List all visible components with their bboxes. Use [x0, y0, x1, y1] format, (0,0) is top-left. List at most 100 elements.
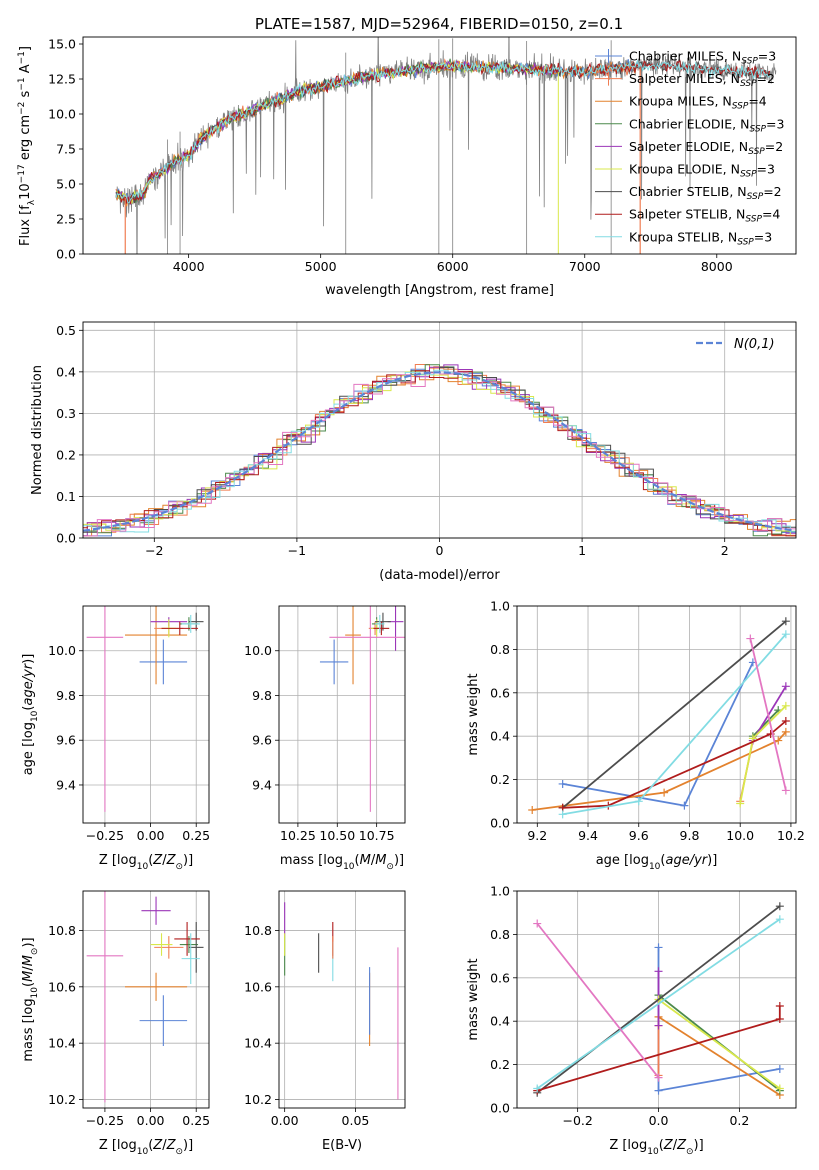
massweight_vs_z-frame: −0.2 0.0 0.2 0.0 0.2 0.4 0.6 0.8 1.0	[490, 884, 797, 1128]
age-vs-mass-x-label: mass [log10(M/M⊙)]	[280, 853, 404, 872]
weight-marker	[775, 915, 784, 924]
age_vs_z-points	[86, 606, 204, 812]
weight-marker	[781, 617, 790, 626]
y-tick-label: 0.2	[490, 772, 510, 787]
legend-label-value: =4	[762, 207, 780, 222]
weight-marker	[528, 805, 537, 814]
massweight_vs_z-x-label-part: ⊙	[686, 1147, 694, 1157]
x-tick-label: 0	[436, 543, 444, 558]
mass_vs_z-frame: −0.25 0.00 0.25 10.2 10.4 10.6 10.8	[48, 890, 210, 1128]
weight-line	[562, 720, 787, 809]
legend-label-sub: SSP	[740, 79, 757, 89]
age-vs-mass-x-label-part: /	[371, 853, 376, 868]
model-line-kroupa-elodie	[116, 60, 559, 205]
legend-label-value: =2	[757, 71, 775, 86]
histogram-salpeter-miles	[83, 364, 796, 537]
weight-marker	[533, 919, 542, 928]
spectrum-lines	[115, 37, 777, 254]
massweight_vs_z-x-label-part: Z	[676, 1138, 687, 1153]
weight-marker	[654, 1086, 663, 1095]
y-tick-label: 10.0	[48, 107, 76, 122]
legend-label-value: =3	[766, 116, 784, 131]
legend-label-main: Salpeter ELODIE, N	[629, 139, 748, 154]
mass_vs_z-points	[86, 891, 204, 1103]
age-vs-mass-x-label-part: ⊙	[386, 862, 394, 872]
mass-vs-z-y-label-part: 10	[30, 987, 40, 999]
x-tick-label: 10.75	[359, 828, 395, 843]
y-tick-label: 1.0	[490, 884, 510, 899]
legend-label-value: =3	[757, 162, 775, 177]
massweight_vs_age-frame: 9.2 9.4 9.6 9.8 10.0 10.2 0.0 0.2 0.4 0.6 0.8 1.0	[490, 599, 805, 844]
age-vs-mass-x-label-part: 10	[343, 862, 355, 872]
legend-label-main: Chabrier STELIB, N	[629, 184, 747, 199]
age-vs-z-x-label-part: 10	[137, 862, 149, 872]
mass-vs-z-x-label-part: 10	[137, 1147, 149, 1157]
mass-vs-z-y-label-part: /	[21, 966, 36, 971]
histogram-extra	[83, 371, 796, 537]
legend-label: Chabrier ELODIE, NSSP=3	[629, 116, 784, 134]
massweight_vs_z-x-label-part: (	[659, 1138, 664, 1153]
age-vs-z-y-label-part: age/yr	[21, 662, 36, 705]
legend-label-main: Chabrier ELODIE, N	[629, 116, 749, 131]
mass-vs-z-y-label-part: )]	[21, 937, 36, 947]
weight-line	[536, 922, 660, 1079]
y-tick-label: 0.0	[56, 531, 76, 546]
weight-line	[752, 709, 779, 737]
age-vs-z-x-label-part: (	[148, 853, 153, 868]
legend-label-sub: SSP	[747, 192, 764, 202]
legend-label-sub: SSP	[748, 147, 765, 157]
age-vs-z-x-label-part: /	[162, 853, 167, 868]
y-tick-label: 9.6	[56, 733, 76, 748]
weight-marker	[654, 943, 663, 952]
weight-marker	[781, 701, 790, 710]
weight-marker	[775, 1015, 784, 1024]
y-tick-label: 10.4	[48, 1036, 76, 1051]
y-tick-label: 9.6	[252, 733, 272, 748]
x-tick-label: 10.25	[280, 828, 316, 843]
y-tick-label: 9.4	[252, 777, 272, 792]
y-tick-label: 0.0	[56, 247, 76, 262]
x-tick-label: 0.05	[342, 1113, 370, 1128]
legend-label-main: Salpeter MILES, N	[629, 71, 740, 86]
age-vs-z-y-label-part: )]	[21, 654, 36, 664]
axes-frame	[516, 605, 797, 824]
normal-legend-label: N(0,1)	[734, 337, 775, 352]
y-tick-label: 0.4	[490, 1014, 510, 1029]
x-tick-label: 0.00	[271, 1113, 299, 1128]
axes-frame	[516, 890, 797, 1109]
y-tick-label: 10.4	[244, 1036, 272, 1051]
weight-marker	[533, 1084, 542, 1093]
massweight_vs_age-x-label: age [log10(age/yr)]	[596, 853, 718, 872]
weight-marker	[775, 1002, 784, 1011]
massweight_vs_age-series	[528, 617, 790, 819]
spectrum-y-label-part: s	[18, 90, 33, 101]
y-tick-label: 10.0	[244, 643, 272, 658]
spectrum-y-label-part: −1	[17, 77, 27, 90]
spectrum-y-label-part: Flux [f	[18, 205, 33, 246]
legend-label: Salpeter ELODIE, NSSP=2	[629, 139, 783, 157]
mass-vs-z-y-label-part: M	[21, 955, 36, 966]
y-tick-label: 0.6	[490, 970, 510, 985]
legend-label-value: =4	[748, 94, 766, 109]
weight-marker	[634, 797, 643, 806]
massweight_vs_z-x-label: Z [log10(Z/Z⊙)]	[609, 1138, 703, 1157]
weight-marker	[746, 634, 755, 643]
x-tick-label: −2	[145, 543, 163, 558]
legend-label: Kroupa ELODIE, NSSP=3	[629, 162, 775, 180]
axes-frame	[278, 890, 406, 1109]
mass-vs-z-x-label-part: ⊙	[175, 1147, 183, 1157]
y-tick-label: 1.0	[490, 599, 510, 614]
age-vs-mass-x-label-part: (	[355, 853, 360, 868]
massweight_vs_age-x-label-part: )]	[707, 853, 717, 868]
mass_vs_ebv-axes	[279, 891, 405, 1108]
spectrum-x-label: wavelength [Angstrom, rest frame]	[325, 283, 554, 298]
weight-marker	[781, 717, 790, 726]
x-tick-label: 0.25	[182, 828, 210, 843]
legend-label: Chabrier MILES, NSSP=3	[629, 49, 776, 67]
x-tick-label: 2	[721, 543, 729, 558]
weight-line	[536, 918, 781, 1090]
weight-line	[562, 620, 787, 809]
weight-line	[532, 731, 787, 811]
mass-vs-z-y-label-part: ⊙	[30, 948, 40, 956]
